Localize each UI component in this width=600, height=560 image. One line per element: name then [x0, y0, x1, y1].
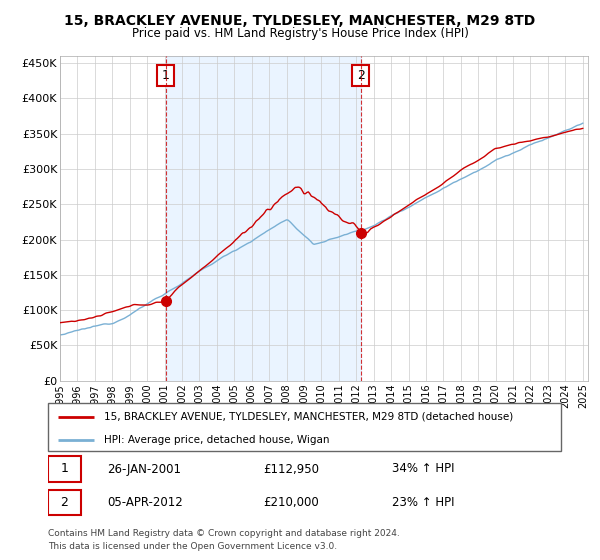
Text: 23% ↑ HPI: 23% ↑ HPI: [392, 496, 454, 509]
FancyBboxPatch shape: [48, 490, 82, 515]
Text: 15, BRACKLEY AVENUE, TYLDESLEY, MANCHESTER, M29 8TD (detached house): 15, BRACKLEY AVENUE, TYLDESLEY, MANCHEST…: [104, 412, 514, 422]
Bar: [166, 56, 361, 381]
FancyBboxPatch shape: [48, 403, 561, 451]
Text: 15, BRACKLEY AVENUE, TYLDESLEY, MANCHESTER, M29 8TD: 15, BRACKLEY AVENUE, TYLDESLEY, MANCHEST…: [64, 14, 536, 28]
Text: 2: 2: [357, 69, 365, 82]
Text: This data is licensed under the Open Government Licence v3.0.: This data is licensed under the Open Gov…: [48, 542, 337, 551]
Text: HPI: Average price, detached house, Wigan: HPI: Average price, detached house, Wiga…: [104, 435, 330, 445]
Text: Price paid vs. HM Land Registry's House Price Index (HPI): Price paid vs. HM Land Registry's House …: [131, 27, 469, 40]
Text: 1: 1: [162, 69, 170, 82]
Text: 2: 2: [61, 496, 68, 509]
FancyBboxPatch shape: [48, 456, 82, 482]
Text: £210,000: £210,000: [263, 496, 319, 509]
Text: 26-JAN-2001: 26-JAN-2001: [107, 463, 181, 475]
Text: £112,950: £112,950: [263, 463, 319, 475]
Text: Contains HM Land Registry data © Crown copyright and database right 2024.: Contains HM Land Registry data © Crown c…: [48, 529, 400, 538]
Text: 1: 1: [61, 463, 68, 475]
Text: 34% ↑ HPI: 34% ↑ HPI: [392, 463, 454, 475]
Text: 05-APR-2012: 05-APR-2012: [107, 496, 183, 509]
